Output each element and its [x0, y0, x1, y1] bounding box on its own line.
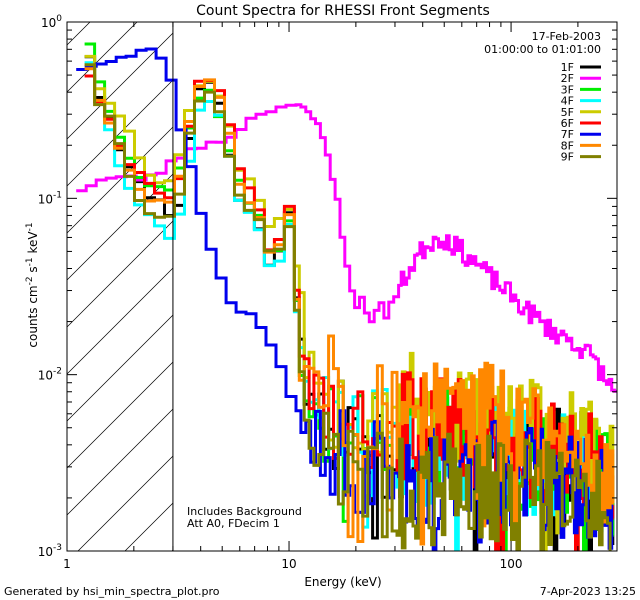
- hatched-region: [67, 22, 173, 551]
- chart-title: Count Spectra for RHESSI Front Segments: [196, 3, 490, 19]
- legend-label-2F: 2F: [561, 72, 574, 85]
- legend-label-3F: 3F: [561, 83, 574, 96]
- series-line-9F: [84, 63, 612, 551]
- y-label-part-3: s: [26, 266, 40, 276]
- y-label-part-5: keV: [26, 231, 40, 258]
- legend-label-6F: 6F: [561, 117, 574, 130]
- date-label: 17-Feb-2003: [532, 30, 601, 43]
- plot-frame: [66, 21, 618, 552]
- x-tick-label: 10: [281, 557, 296, 571]
- legend-label-7F: 7F: [561, 128, 574, 141]
- hatch-line: [67, 267, 173, 375]
- hatch-line: [67, 79, 173, 187]
- legend-label-4F: 4F: [561, 95, 574, 108]
- y-label-part-1: counts cm: [26, 285, 40, 347]
- hatch-line: [67, 361, 173, 469]
- x-axis-label: Energy (keV): [304, 575, 381, 589]
- hatch-line: [67, 408, 173, 516]
- footer-generated-by: Generated by hsi_min_spectra_plot.pro: [4, 585, 220, 598]
- hatch-line: [77, 455, 173, 551]
- annotation-background: Includes Background: [187, 505, 302, 518]
- y-axis-label: counts cm-2 s-1 keV-1: [25, 222, 40, 347]
- y-label-part-4: -1: [25, 257, 35, 266]
- legend-label-8F: 8F: [561, 139, 574, 152]
- series-line-2F: [76, 103, 617, 393]
- legend-label-5F: 5F: [561, 106, 574, 119]
- legend-label-1F: 1F: [561, 61, 574, 74]
- y-label-part-2: -2: [25, 276, 35, 285]
- y-tick-label: 10-3: [38, 543, 62, 559]
- y-tick-label: 10-1: [38, 190, 62, 206]
- hatch-line: [67, 32, 173, 140]
- hatch-line: [67, 220, 173, 328]
- y-tick-label: 10-2: [38, 367, 62, 383]
- y-label-part-6: -1: [25, 222, 35, 231]
- footer-timestamp: 7-Apr-2023 13:25: [540, 585, 636, 598]
- y-tick-label: 100: [41, 14, 62, 30]
- annotation-attenuator: Att A0, FDecim 1: [187, 517, 280, 530]
- time-range-label: 01:00:00 to 01:01:00: [484, 43, 601, 56]
- x-tick-label: 100: [500, 557, 523, 571]
- legend-label-9F: 9F: [561, 151, 574, 164]
- x-tick-label: 1: [63, 557, 71, 571]
